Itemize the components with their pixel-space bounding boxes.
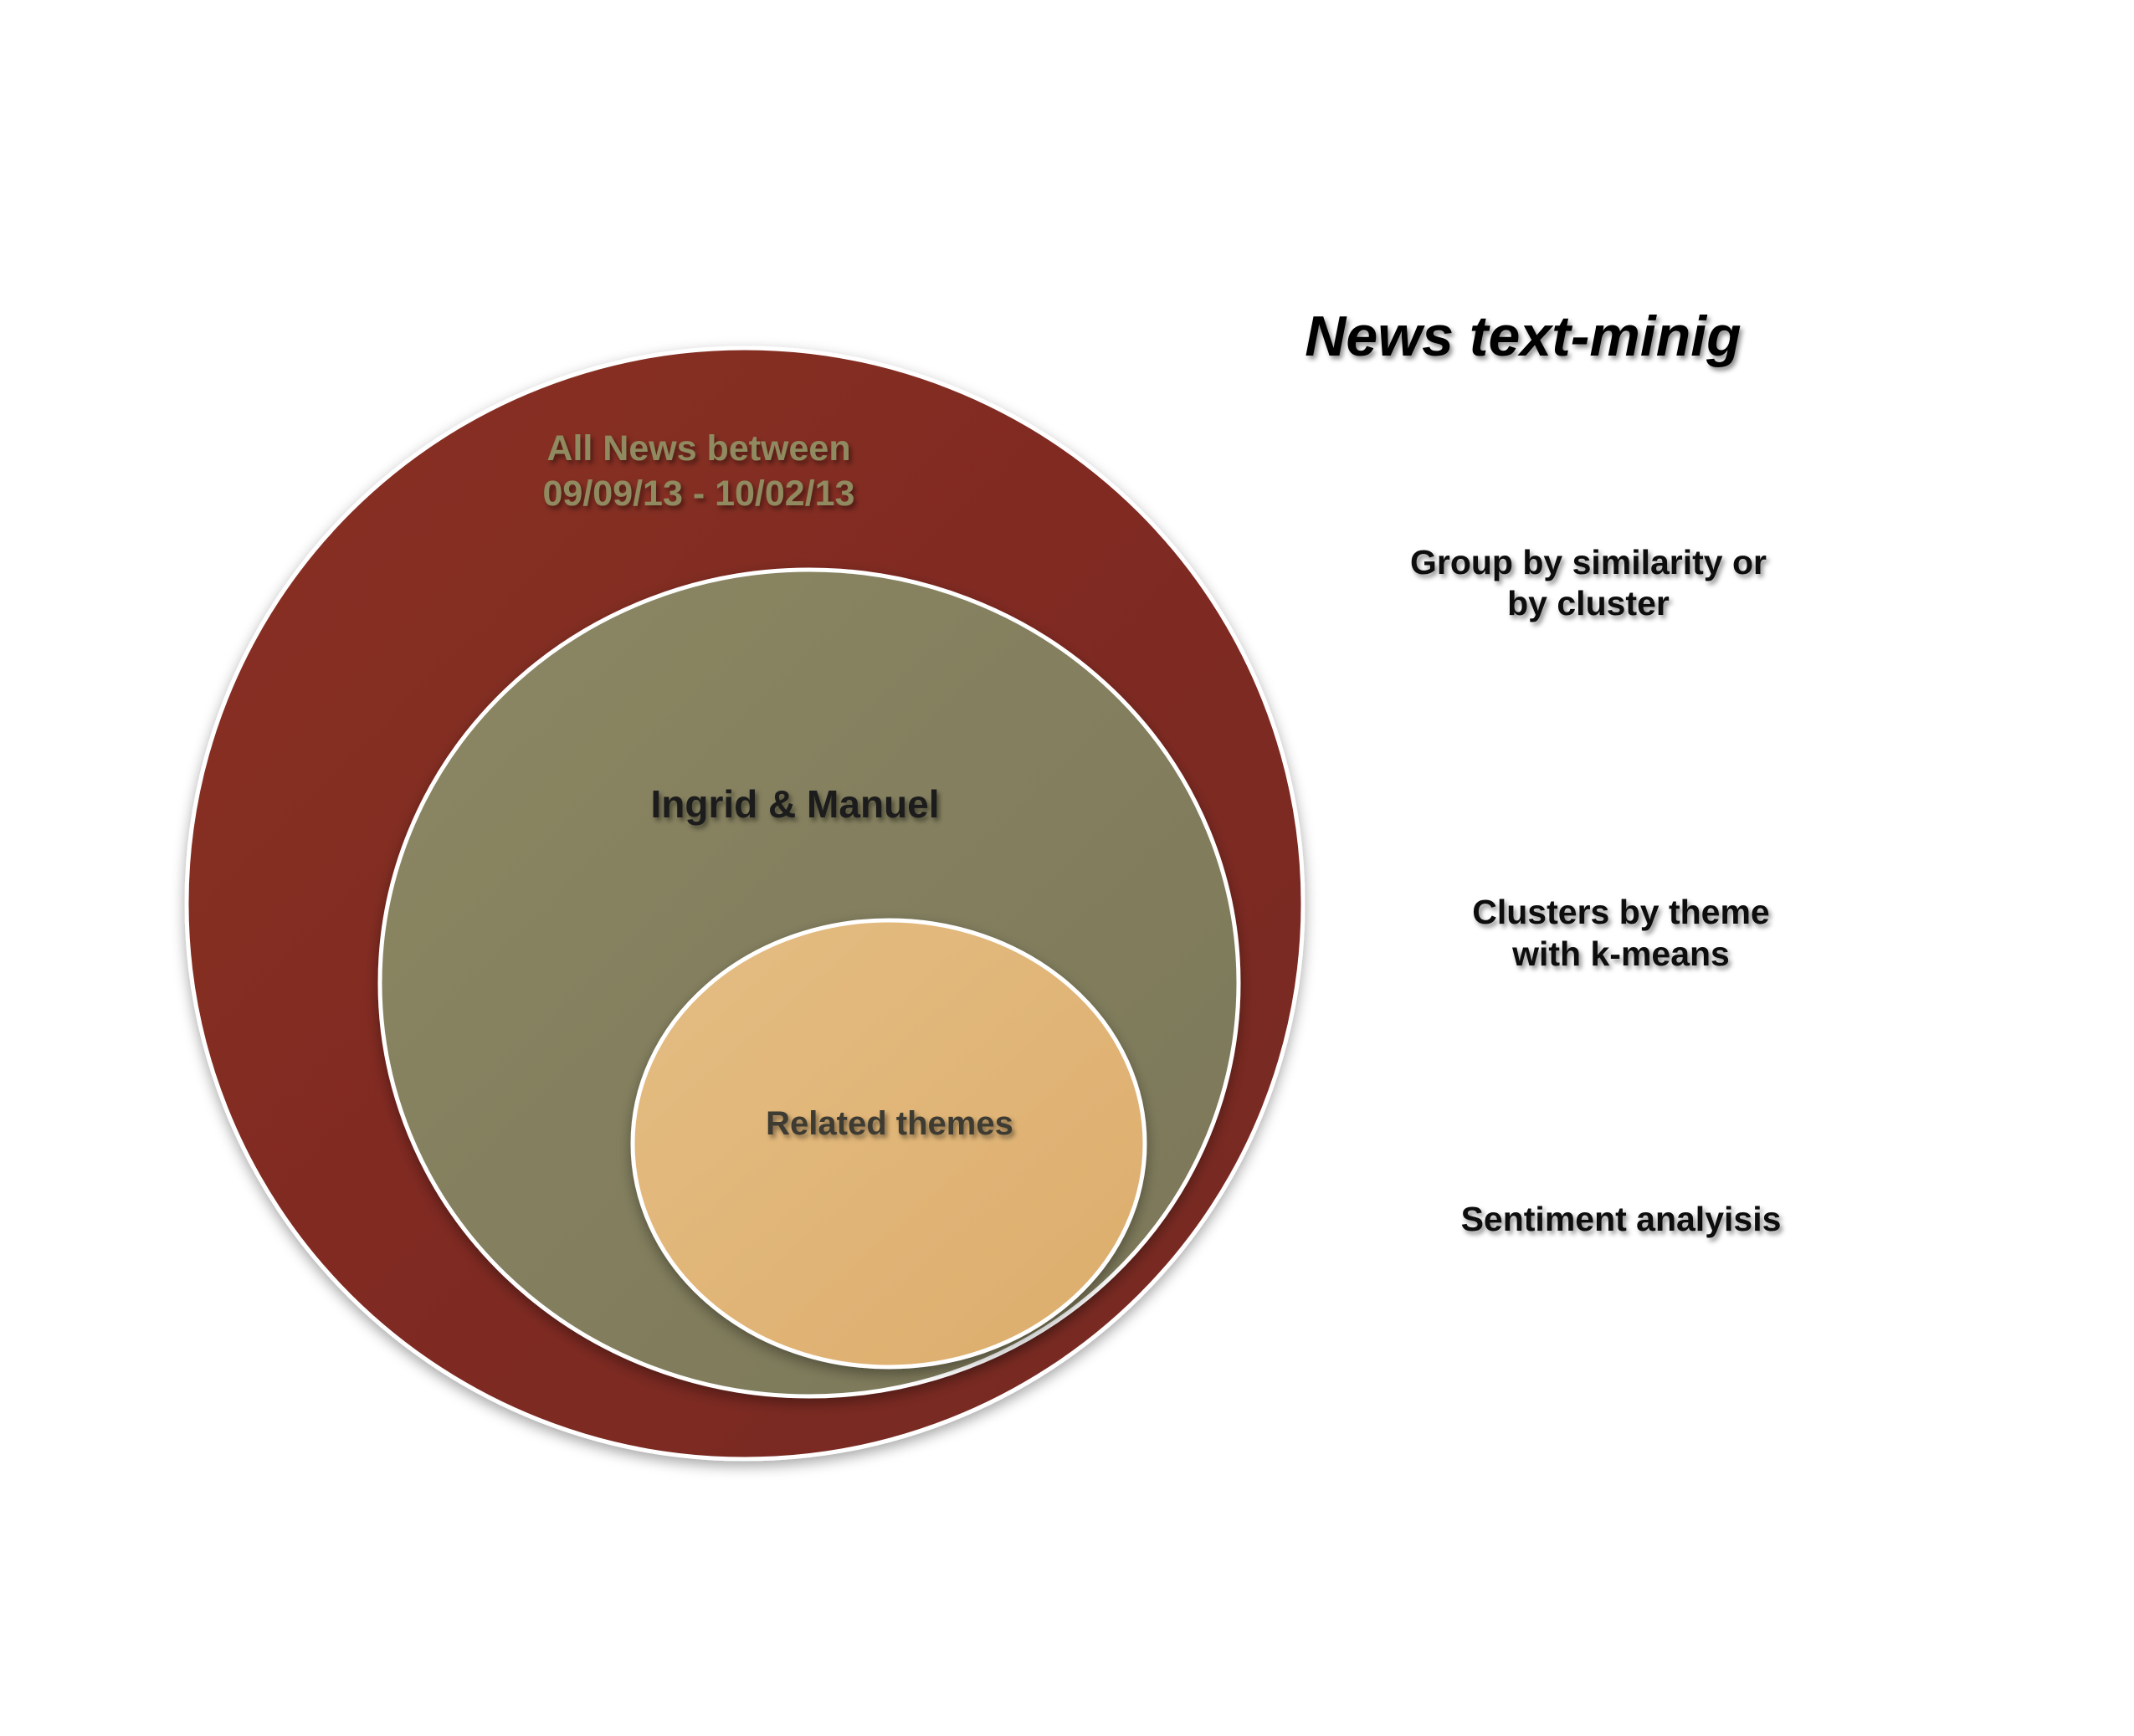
middle-circle-label: Ingrid & Manuel <box>651 782 940 826</box>
inner-circle-label: Related themes <box>766 1105 1013 1142</box>
outer-circle-label-line2: 09/09/13 - 10/02/13 <box>543 474 855 514</box>
sentiment-analysis-label: Sentiment analyisis <box>1461 1200 1782 1238</box>
diagram-title: News text-minig <box>1305 305 1741 368</box>
clusters-by-theme-label-line2: with k-means <box>1511 935 1730 973</box>
outer-circle-label-line1: All News between <box>546 428 850 469</box>
clusters-by-theme-label-line1: Clusters by theme <box>1472 893 1769 931</box>
inner-circle <box>630 918 1147 1370</box>
group-by-similarity-label-line1: Group by similarity or <box>1410 543 1767 581</box>
group-by-similarity-label-line2: by cluster <box>1507 584 1670 622</box>
